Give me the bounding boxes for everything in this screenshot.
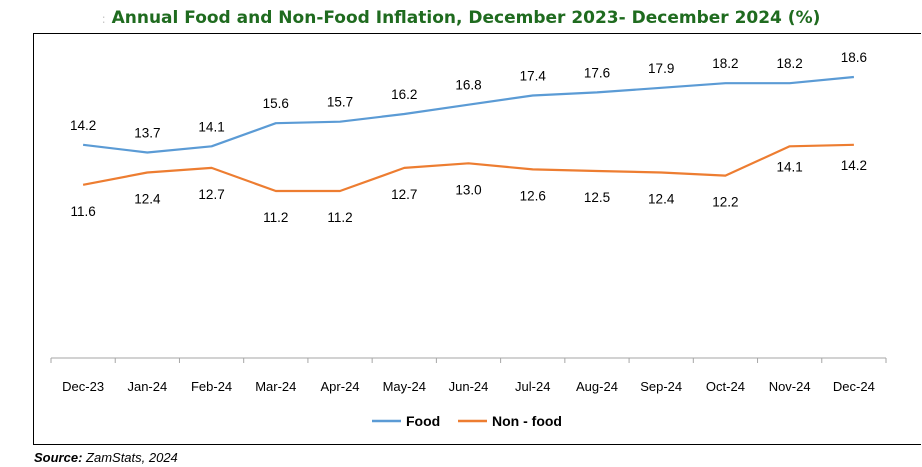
data-label-food: 18.2 bbox=[777, 56, 803, 71]
data-label-non-food: 11.2 bbox=[263, 210, 288, 225]
data-label-non-food: 14.2 bbox=[841, 158, 867, 173]
x-tick-label: Dec-23 bbox=[62, 379, 104, 394]
series-line-food bbox=[82, 75, 855, 154]
x-tick-label: Nov-24 bbox=[769, 379, 811, 394]
data-label-non-food: 12.5 bbox=[584, 190, 610, 205]
data-label-non-food: 12.4 bbox=[648, 192, 675, 207]
data-label-food: 13.7 bbox=[134, 125, 160, 140]
data-label-food: 15.6 bbox=[263, 96, 289, 111]
data-label-non-food: 13.0 bbox=[455, 182, 481, 197]
chart-title: : Annual Food and Non-Food Inflation, De… bbox=[0, 8, 922, 28]
data-label-food: 17.9 bbox=[648, 61, 674, 76]
x-tick-label: Apr-24 bbox=[321, 379, 360, 394]
source-note: Source: ZamStats, 2024 bbox=[34, 450, 178, 465]
data-label-non-food: 12.7 bbox=[198, 187, 224, 202]
source-value: ZamStats, 2024 bbox=[82, 450, 178, 465]
data-label-food: 18.2 bbox=[712, 56, 738, 71]
legend-label-non-food: Non - food bbox=[492, 413, 562, 429]
data-label-food: 17.6 bbox=[584, 65, 610, 80]
chart-frame bbox=[33, 33, 921, 445]
legend-label-food: Food bbox=[406, 413, 440, 429]
source-label: Source: bbox=[34, 450, 83, 465]
data-label-non-food: 12.4 bbox=[134, 192, 161, 207]
x-tick-label: Sep-24 bbox=[640, 379, 682, 394]
x-tick-label: May-24 bbox=[383, 379, 426, 394]
x-tick-label: Jan-24 bbox=[127, 379, 167, 394]
data-label-non-food: 12.2 bbox=[712, 195, 738, 210]
x-tick-label: Feb-24 bbox=[191, 379, 232, 394]
data-label-food: 16.2 bbox=[391, 87, 417, 102]
data-label-food: 18.6 bbox=[841, 50, 867, 65]
data-label-non-food: 12.6 bbox=[520, 188, 546, 203]
data-label-food: 17.4 bbox=[520, 68, 547, 83]
data-label-food: 14.1 bbox=[198, 119, 224, 134]
x-tick-label: Jun-24 bbox=[449, 379, 489, 394]
x-tick-label: Dec-24 bbox=[833, 379, 875, 394]
x-tick-label: Oct-24 bbox=[706, 379, 745, 394]
title-text: Annual Food and Non-Food Inflation, Dece… bbox=[111, 8, 821, 28]
data-label-non-food: 14.1 bbox=[777, 159, 803, 174]
data-label-food: 14.2 bbox=[70, 118, 96, 133]
x-tick-label: Aug-24 bbox=[576, 379, 618, 394]
data-label-non-food: 12.7 bbox=[391, 187, 417, 202]
title-prefix: : bbox=[101, 12, 106, 26]
data-label-non-food: 11.2 bbox=[327, 210, 352, 225]
data-label-food: 15.7 bbox=[327, 95, 353, 110]
data-label-non-food: 11.6 bbox=[70, 204, 95, 219]
x-tick-label: Jul-24 bbox=[515, 379, 550, 394]
x-tick-label: Mar-24 bbox=[255, 379, 296, 394]
data-label-food: 16.8 bbox=[455, 78, 481, 93]
series-line-non-food bbox=[82, 143, 854, 193]
